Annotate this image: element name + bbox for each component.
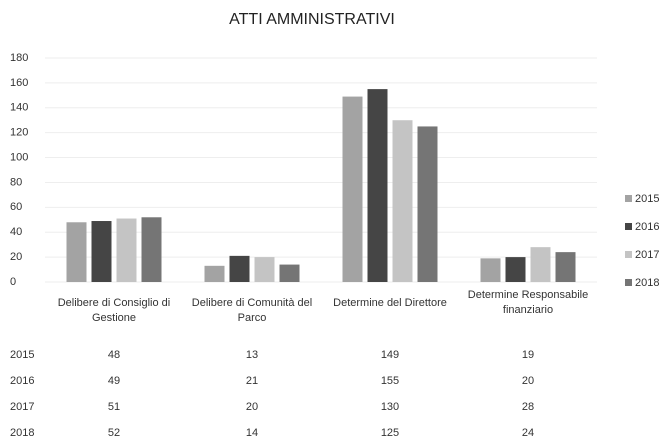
y-tick-label: 160 <box>10 77 28 89</box>
y-tick-label: 140 <box>10 102 28 114</box>
table-cell: 125 <box>381 427 399 439</box>
x-tick-label: Determine Responsabile finanziario <box>467 289 589 316</box>
y-tick-label: 40 <box>10 226 22 238</box>
x-tick-label: Determine del Direttore <box>333 297 447 309</box>
bar <box>417 126 438 282</box>
table-row-label: 2018 <box>10 427 34 439</box>
table-cell: 19 <box>522 349 534 361</box>
legend-label: 2016 <box>635 221 659 233</box>
bar <box>367 89 388 282</box>
y-tick-label: 0 <box>10 276 16 288</box>
legend-swatch <box>625 195 632 202</box>
table-cell: 13 <box>246 349 258 361</box>
table-row-label: 2016 <box>10 375 34 387</box>
table-cell: 28 <box>522 401 534 413</box>
table-cell: 14 <box>246 427 258 439</box>
x-tick-label: Delibere di Consiglio di Gestione <box>57 297 171 324</box>
bar <box>392 120 413 282</box>
bar <box>505 257 526 282</box>
table-cell: 52 <box>108 427 120 439</box>
bar <box>555 252 576 282</box>
x-tick-label: Delibere di Comunità del Parco <box>191 297 313 324</box>
bar <box>141 217 162 282</box>
bar <box>279 264 300 282</box>
y-tick-label: 80 <box>10 176 22 188</box>
table-row-label: 2017 <box>10 401 34 413</box>
bar <box>530 247 551 282</box>
bar <box>91 221 112 282</box>
table-cell: 130 <box>381 401 399 413</box>
legend-label: 2015 <box>635 193 659 205</box>
table-cell: 51 <box>108 401 120 413</box>
table-cell: 49 <box>108 375 120 387</box>
legend-label: 2017 <box>635 249 659 261</box>
bar <box>480 258 501 282</box>
table-cell: 149 <box>381 349 399 361</box>
legend-swatch <box>625 279 632 286</box>
table-cell: 20 <box>246 401 258 413</box>
bar <box>116 218 137 282</box>
legend-label: 2018 <box>635 277 659 289</box>
bar <box>66 222 87 282</box>
chart-title: ATTI AMMINISTRATIVI <box>229 11 395 28</box>
table-cell: 24 <box>522 427 534 439</box>
y-tick-label: 180 <box>10 52 28 64</box>
bar <box>342 96 363 282</box>
legend-swatch <box>625 223 632 230</box>
table-cell: 20 <box>522 375 534 387</box>
y-tick-label: 100 <box>10 151 28 163</box>
table-cell: 21 <box>246 375 258 387</box>
y-tick-label: 120 <box>10 127 28 139</box>
table-cell: 48 <box>108 349 120 361</box>
legend-swatch <box>625 251 632 258</box>
bar <box>204 265 225 282</box>
y-tick-label: 20 <box>10 251 22 263</box>
y-tick-label: 60 <box>10 201 22 213</box>
table-row-label: 2015 <box>10 349 34 361</box>
table-cell: 155 <box>381 375 399 387</box>
bar <box>229 255 250 282</box>
bar <box>254 257 275 282</box>
